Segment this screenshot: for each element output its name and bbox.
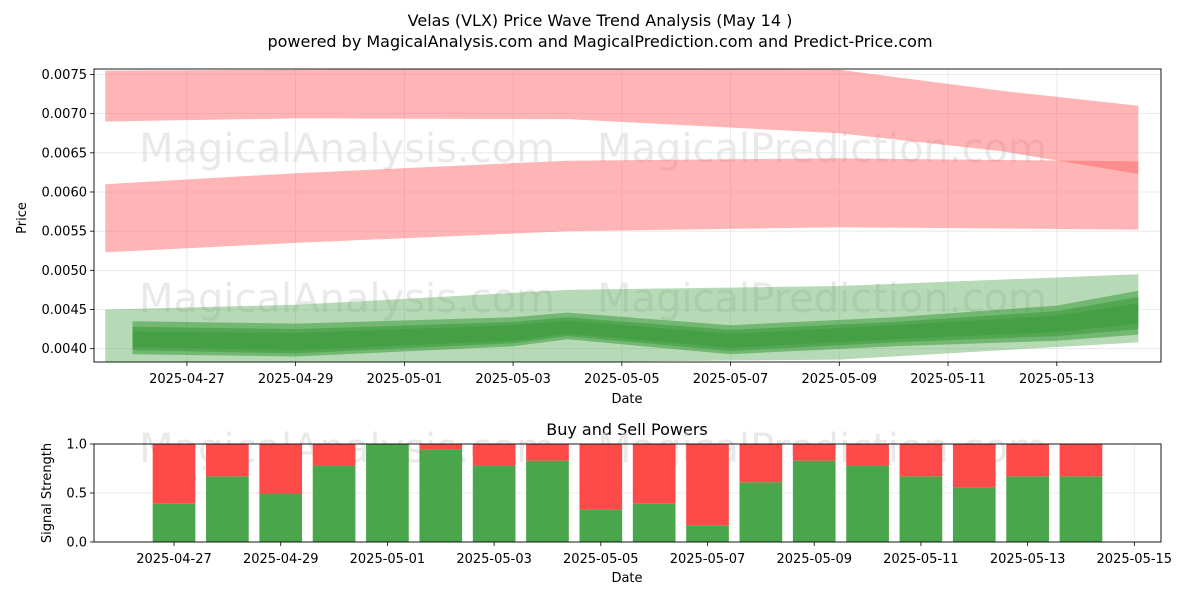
power-x-tick-label: 2025-05-01 bbox=[350, 552, 426, 567]
power-x-tick-label: 2025-05-05 bbox=[563, 552, 639, 567]
price-y-tick-label: 0.0075 bbox=[42, 68, 88, 83]
power-x-tick-label: 2025-05-11 bbox=[883, 552, 959, 567]
sell-power-bar bbox=[846, 444, 889, 466]
buy-power-bar bbox=[899, 476, 943, 542]
price-y-tick-label: 0.0050 bbox=[42, 264, 88, 279]
buy-power-bar bbox=[739, 482, 783, 542]
sell-power-bar bbox=[1059, 444, 1103, 477]
price-plot-frame bbox=[93, 68, 1162, 363]
red-price-band bbox=[105, 158, 1139, 253]
buy-power-bar bbox=[419, 449, 463, 542]
buy-power-bar bbox=[632, 503, 676, 542]
price-y-axis-label: Price bbox=[15, 202, 30, 234]
price-x-tick-label: 2025-05-07 bbox=[693, 372, 769, 387]
buy-power-bar bbox=[472, 465, 516, 542]
price-chart: MagicalAnalysis.com MagicalPrediction.co… bbox=[15, 68, 1162, 407]
price-y-tick-label: 0.0055 bbox=[42, 225, 88, 240]
power-y-tick-label: 1.0 bbox=[66, 438, 87, 453]
buy-power-bar bbox=[1006, 476, 1049, 542]
sell-power-bar bbox=[952, 444, 996, 488]
price-y-tick-label: 0.0045 bbox=[42, 303, 88, 318]
price-watermark-3: MagicalAnalysis.com bbox=[139, 276, 555, 322]
sell-power-bar bbox=[792, 444, 836, 461]
buy-power-bar bbox=[579, 509, 623, 542]
price-watermark-1: MagicalAnalysis.com bbox=[139, 126, 555, 172]
buy-power-bar bbox=[952, 487, 996, 542]
price-x-tick-label: 2025-04-27 bbox=[149, 372, 225, 387]
buy-power-bar bbox=[152, 503, 196, 542]
buy-power-bar bbox=[686, 525, 729, 542]
power-x-tick-label: 2025-05-15 bbox=[1097, 552, 1173, 567]
power-y-tick-label: 0.5 bbox=[66, 487, 87, 502]
buy-power-bar bbox=[846, 465, 889, 542]
price-x-tick-label: 2025-04-29 bbox=[258, 372, 334, 387]
sell-power-bar bbox=[472, 444, 516, 466]
power-x-tick-label: 2025-05-09 bbox=[776, 552, 852, 567]
power-x-tick-label: 2025-04-27 bbox=[136, 552, 212, 567]
sell-power-bar bbox=[1006, 444, 1049, 477]
price-x-tick-label: 2025-05-01 bbox=[367, 372, 443, 387]
red-price-band bbox=[105, 69, 1139, 174]
power-x-tick-label: 2025-05-13 bbox=[990, 552, 1066, 567]
power-y-ticks: 0.0 0.5 1.0 bbox=[66, 438, 94, 551]
buy-power-bar bbox=[206, 476, 249, 542]
price-x-axis-label: Date bbox=[611, 392, 642, 407]
price-y-tick-label: 0.0060 bbox=[42, 185, 88, 200]
price-x-tick-label: 2025-05-13 bbox=[1019, 372, 1095, 387]
chart-title-line1: Velas (VLX) Price Wave Trend Analysis (M… bbox=[408, 11, 793, 30]
power-chart: Buy and Sell Powers MagicalAnalysis.com … bbox=[40, 420, 1172, 586]
buy-power-bar bbox=[1059, 476, 1103, 542]
price-bands bbox=[105, 69, 1139, 362]
power-x-tick-label: 2025-05-07 bbox=[670, 552, 746, 567]
chart-title-line2: powered by MagicalAnalysis.com and Magic… bbox=[267, 32, 932, 51]
buy-power-bar bbox=[792, 460, 836, 542]
sell-power-bar bbox=[579, 444, 623, 510]
buy-power-bar bbox=[366, 444, 409, 542]
price-x-tick-label: 2025-05-05 bbox=[584, 372, 660, 387]
price-x-tick-label: 2025-05-11 bbox=[910, 372, 986, 387]
sell-power-bar bbox=[632, 444, 676, 504]
sell-power-bar bbox=[152, 444, 196, 504]
price-y-tick-label: 0.0065 bbox=[42, 146, 88, 161]
power-chart-title: Buy and Sell Powers bbox=[546, 420, 708, 439]
buy-power-bar bbox=[526, 460, 569, 542]
price-grid bbox=[94, 69, 1161, 362]
sell-power-bar bbox=[419, 444, 463, 450]
sell-power-bar bbox=[526, 444, 569, 461]
price-y-ticks: 0.0040 0.0045 0.0050 0.0055 0.0060 0.0065 0.00… bbox=[42, 68, 94, 357]
price-x-ticks: 2025-04-27 2025-04-29 2025-05-01 2025-05-03… bbox=[149, 362, 1095, 387]
price-x-tick-label: 2025-05-03 bbox=[475, 372, 551, 387]
sell-power-bar bbox=[312, 444, 356, 466]
green-price-band bbox=[132, 303, 1139, 351]
power-y-tick-label: 0.0 bbox=[66, 536, 87, 551]
sell-power-bar bbox=[739, 444, 783, 483]
buy-power-bar bbox=[312, 465, 356, 542]
price-y-tick-label: 0.0040 bbox=[42, 342, 88, 357]
buy-power-bar bbox=[259, 493, 303, 542]
power-x-ticks: 2025-04-27 2025-04-29 2025-05-01 2025-05-03… bbox=[136, 542, 1172, 567]
price-x-tick-label: 2025-05-09 bbox=[802, 372, 878, 387]
sell-power-bar bbox=[206, 444, 249, 477]
price-watermark-2: MagicalPrediction.com bbox=[597, 126, 1047, 172]
power-y-axis-label: Signal Strength bbox=[40, 443, 55, 543]
power-x-tick-label: 2025-05-03 bbox=[456, 552, 532, 567]
price-y-tick-label: 0.0070 bbox=[42, 107, 88, 122]
sell-power-bar bbox=[899, 444, 943, 477]
power-x-tick-label: 2025-04-29 bbox=[243, 552, 319, 567]
power-bars bbox=[152, 444, 1103, 542]
sell-power-bar bbox=[259, 444, 303, 493]
power-x-axis-label: Date bbox=[611, 571, 642, 586]
sell-power-bar bbox=[686, 444, 729, 526]
